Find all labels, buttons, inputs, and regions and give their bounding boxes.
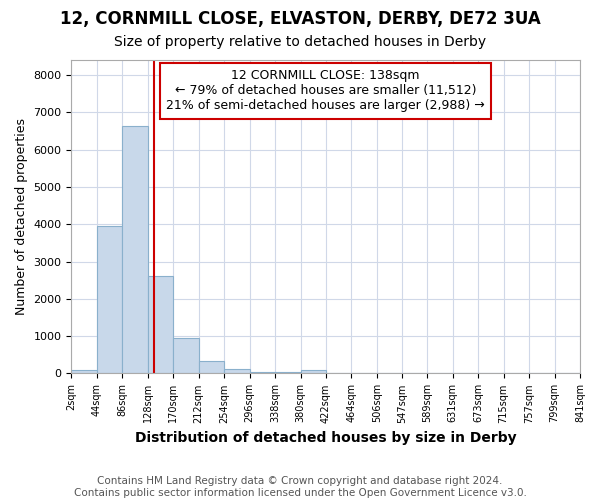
Bar — [224, 368, 250, 374]
Bar — [71, 370, 97, 374]
Text: 12, CORNMILL CLOSE, ELVASTON, DERBY, DE72 3UA: 12, CORNMILL CLOSE, ELVASTON, DERBY, DE7… — [59, 10, 541, 28]
Bar — [148, 276, 173, 374]
Bar — [173, 338, 199, 374]
X-axis label: Distribution of detached houses by size in Derby: Distribution of detached houses by size … — [135, 431, 517, 445]
Text: Contains HM Land Registry data © Crown copyright and database right 2024.
Contai: Contains HM Land Registry data © Crown c… — [74, 476, 526, 498]
Text: 12 CORNMILL CLOSE: 138sqm
← 79% of detached houses are smaller (11,512)
21% of s: 12 CORNMILL CLOSE: 138sqm ← 79% of detac… — [166, 70, 485, 112]
Bar — [199, 361, 224, 374]
Bar — [97, 226, 122, 374]
Bar — [250, 372, 275, 374]
Bar — [301, 370, 326, 374]
Text: Size of property relative to detached houses in Derby: Size of property relative to detached ho… — [114, 35, 486, 49]
Bar — [122, 126, 148, 374]
Bar — [275, 372, 301, 374]
Y-axis label: Number of detached properties: Number of detached properties — [15, 118, 28, 315]
